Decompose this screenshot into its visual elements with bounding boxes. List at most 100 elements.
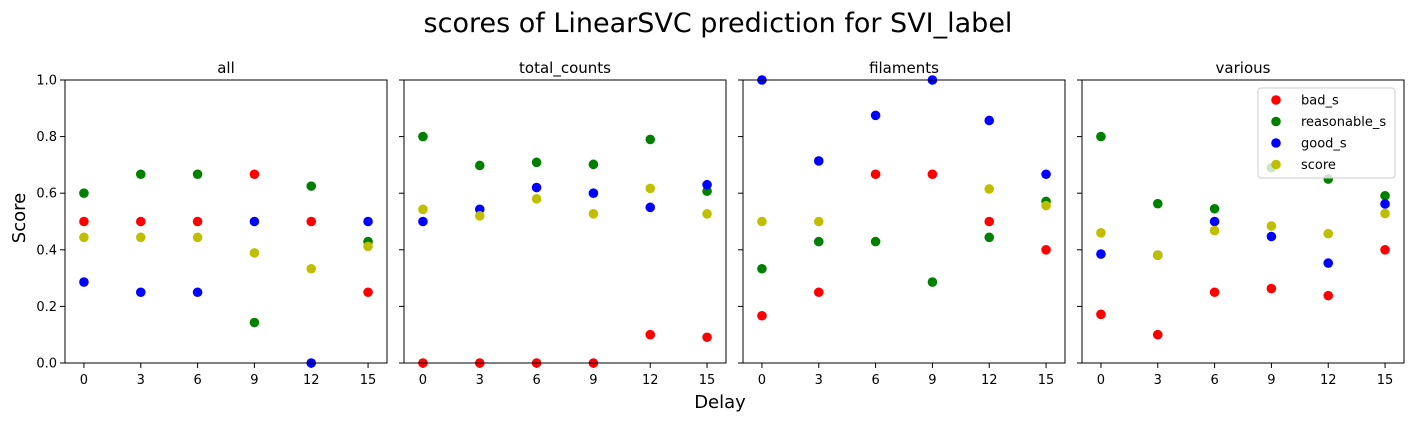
point-good_s <box>1041 169 1051 180</box>
x-tick-label: 12 <box>303 373 320 388</box>
point-score <box>757 216 767 227</box>
y-tick-label: 0.0 <box>36 357 57 372</box>
point-bad_s <box>813 287 824 298</box>
point-reasonable_s <box>418 131 428 142</box>
legend-label: reasonable_s <box>1301 115 1386 130</box>
point-reasonable_s <box>1209 203 1220 214</box>
x-tick-label: 0 <box>419 373 427 388</box>
panel-title: various <box>1216 59 1271 77</box>
point-score <box>474 211 485 221</box>
x-tick-label: 12 <box>642 373 659 388</box>
y-tick-label: 0.2 <box>36 300 57 315</box>
point-reasonable_s <box>306 181 317 191</box>
point-good_s <box>531 182 542 193</box>
point-good_s <box>135 287 146 298</box>
x-tick-label: 9 <box>250 373 258 388</box>
point-score <box>1041 200 1051 211</box>
point-score <box>306 263 317 274</box>
panel-title: filaments <box>869 59 939 77</box>
y-tick-label: 0.8 <box>36 130 57 145</box>
x-tick-label: 9 <box>928 373 936 388</box>
legend-marker <box>1271 138 1281 148</box>
point-reasonable_s <box>984 232 995 243</box>
point-score <box>418 204 428 215</box>
axes-frame <box>403 79 727 364</box>
x-tick-label: 3 <box>1154 373 1162 388</box>
point-bad_s <box>192 216 203 227</box>
point-good_s <box>79 277 89 287</box>
x-tick-label: 9 <box>1267 373 1275 388</box>
point-bad_s <box>870 169 881 180</box>
legend-marker <box>1271 116 1281 127</box>
legend-marker <box>1271 159 1281 170</box>
point-reasonable_s <box>79 188 89 198</box>
x-tick-label: 6 <box>193 373 201 388</box>
point-good_s <box>418 216 428 227</box>
x-tick-label: 0 <box>1097 373 1105 388</box>
x-tick-label: 6 <box>1210 373 1218 388</box>
x-tick-label: 12 <box>981 373 998 388</box>
point-bad_s <box>249 169 260 180</box>
point-good_s <box>1209 216 1220 227</box>
point-good_s <box>363 216 373 227</box>
point-good_s <box>192 287 203 298</box>
panel-total_counts: total_counts 0 3 6 9 12 15 <box>399 59 727 388</box>
panel-title: all <box>217 59 235 77</box>
point-good_s <box>984 115 995 126</box>
x-tick-label: 3 <box>476 373 484 388</box>
point-score <box>702 209 712 219</box>
point-good_s <box>702 179 712 190</box>
y-tick-label: 0.4 <box>36 243 57 258</box>
point-score <box>363 241 373 252</box>
panel-title: total_counts <box>519 59 611 78</box>
point-reasonable_s <box>1380 190 1390 201</box>
point-bad_s <box>702 332 712 343</box>
legend-label: score <box>1301 158 1336 173</box>
point-bad_s <box>927 169 938 180</box>
point-reasonable_s <box>135 169 146 180</box>
x-tick-label: 15 <box>360 373 377 388</box>
x-tick-label: 3 <box>137 373 145 388</box>
legend-box <box>1257 87 1396 179</box>
point-bad_s <box>1096 309 1106 320</box>
point-bad_s <box>1209 287 1220 298</box>
y-tick-label: 0.6 <box>36 187 57 202</box>
axes-frame <box>1081 79 1405 364</box>
point-reasonable_s <box>870 236 881 247</box>
point-reasonable_s <box>813 236 824 247</box>
point-bad_s <box>306 216 317 227</box>
x-tick-label: 12 <box>1320 373 1337 388</box>
point-score <box>984 184 995 194</box>
x-tick-label: 3 <box>815 373 823 388</box>
y-tick-label: 1.0 <box>36 74 57 89</box>
x-tick-label: 6 <box>532 373 540 388</box>
point-reasonable_s <box>757 263 767 274</box>
point-bad_s <box>1152 329 1163 340</box>
point-bad_s <box>79 216 89 227</box>
point-score <box>1323 228 1334 239</box>
point-good_s <box>1096 249 1106 259</box>
point-bad_s <box>757 310 767 321</box>
point-bad_s <box>1266 283 1277 294</box>
panel-filaments: filaments 0 3 6 9 12 15 <box>738 59 1066 388</box>
axes-frame <box>64 79 388 364</box>
point-score <box>645 183 656 194</box>
point-good_s <box>645 202 656 213</box>
point-good_s <box>1380 199 1390 209</box>
point-score <box>1152 250 1163 260</box>
point-reasonable_s <box>645 134 656 145</box>
legend-label: good_s <box>1301 137 1347 152</box>
point-bad_s <box>645 329 656 340</box>
figure-title: scores of LinearSVC prediction for SVI_l… <box>424 8 1013 39</box>
panels: all 0 3 6 9 12 15 0.0 0.2 0.4 0.6 0.8 1.0 total_count… <box>36 59 1405 388</box>
point-score <box>1380 208 1390 219</box>
point-reasonable_s <box>192 169 203 180</box>
point-score <box>192 232 203 243</box>
point-reasonable_s <box>1096 131 1106 142</box>
x-tick-label: 9 <box>589 373 597 388</box>
point-reasonable_s <box>588 159 599 170</box>
point-bad_s <box>1041 245 1051 255</box>
legend-marker <box>1271 95 1281 105</box>
point-score <box>1096 228 1106 238</box>
